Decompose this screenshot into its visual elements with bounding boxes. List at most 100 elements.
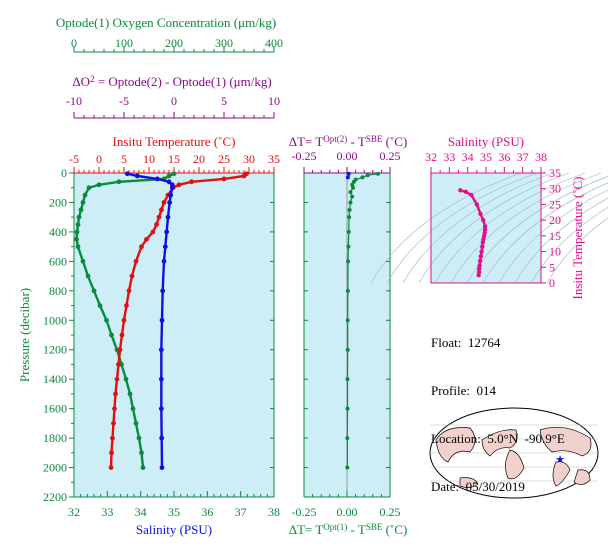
pressure-tick-label: 1000 — [43, 313, 67, 327]
temperature-axis-label: 20 — [193, 152, 205, 166]
optode2-delta-t-point — [350, 194, 355, 199]
oxygen-point — [109, 332, 114, 338]
optode2-delta-t-point — [345, 436, 350, 441]
oxygen-point — [140, 465, 146, 470]
oxygen-axis-label: 400 — [265, 36, 283, 50]
delta-t-bottom-title-part: ΔT= T — [289, 522, 324, 537]
optode1-delta-t-point — [346, 171, 351, 176]
oxygen-axis-label: 200 — [165, 36, 183, 50]
delta-t-bottom-title: ΔT= TOpt(1) - TSBE (˚C) — [289, 522, 408, 537]
ts-temp-tick-label: 20 — [549, 213, 561, 227]
temperature-point — [111, 420, 116, 426]
ts-salinity-title: Salinity (PSU) — [448, 134, 524, 149]
land-mass — [539, 427, 592, 457]
ts-temp-tick-label: 0 — [549, 276, 555, 290]
delta-t-bottom-axis-label: 0.25 — [380, 505, 401, 519]
optode2-delta-t-point — [348, 190, 353, 195]
oxygen-point — [96, 182, 102, 188]
optode2-delta-t-point — [365, 173, 370, 178]
ts-point — [477, 258, 483, 264]
optode2-delta-t-point — [351, 179, 356, 184]
oxygen-point — [86, 185, 92, 191]
temperature-point — [129, 273, 135, 279]
oxygen-axis-label: 300 — [215, 36, 233, 50]
salinity-point — [158, 347, 164, 353]
ts-salinity-axis-label: 33 — [443, 150, 455, 164]
pressure-axis-title: Pressure (decibar) — [17, 288, 32, 382]
salinity-point — [158, 406, 164, 412]
temperature-point — [159, 207, 164, 213]
salinity-point — [161, 258, 167, 264]
ts-temp-tick-label: 25 — [549, 197, 561, 211]
delta-t-top-title-part: Opt(2) — [323, 134, 347, 144]
optode2-delta-t-point — [347, 207, 352, 212]
world-map: ★ — [429, 407, 599, 499]
density-contour — [546, 217, 608, 284]
delta-o2-axis-title-part: 2 — [90, 74, 95, 84]
oxygen-point — [80, 258, 86, 264]
delta-o2-axis-label: 5 — [221, 94, 227, 108]
ts-salinity-axis-label: 35 — [480, 150, 492, 164]
pressure-tick-label: 1600 — [43, 402, 67, 416]
optode2-delta-t-point — [345, 288, 350, 293]
salinity-point — [159, 435, 165, 441]
ts-point — [463, 189, 469, 195]
oxygen-point — [97, 303, 103, 308]
temperature-axis-label: 0 — [96, 152, 102, 166]
oxygen-point — [116, 179, 122, 185]
oxygen-axis-label: 100 — [115, 36, 133, 50]
temperature-point — [119, 332, 125, 338]
delta-t-top-title-part: SBE — [366, 134, 383, 144]
density-contour — [498, 189, 608, 284]
delta-o2-axis-title-part: ΔO — [72, 74, 90, 89]
oxygen-point — [104, 317, 109, 323]
delta-t-top-title: ΔT= TOpt(2) - TSBE (˚C) — [289, 134, 408, 149]
oxygen-point — [123, 376, 129, 382]
date: Date: 05/30/2019 — [431, 479, 525, 494]
salinity-point — [154, 176, 160, 182]
oxygen-point — [74, 236, 79, 242]
ts-salinity-axis-label: 38 — [535, 150, 547, 164]
salinity-point — [168, 192, 174, 198]
delta-t-top-title-part: - T — [347, 134, 366, 149]
salinity-axis-title: Salinity (PSU) — [136, 522, 212, 537]
density-contour — [514, 197, 608, 284]
ts-point — [480, 244, 485, 250]
ts-point — [458, 188, 463, 193]
pressure-tick-label: 2000 — [43, 461, 67, 475]
temperature-axis-label: 35 — [268, 152, 280, 166]
temperature-point — [161, 200, 167, 205]
salinity-axis-label: 36 — [201, 505, 213, 519]
float-id: Float: 12764 — [431, 335, 501, 350]
temperature-point — [221, 176, 227, 182]
temperature-axis-label: 30 — [243, 152, 255, 166]
land-mass — [481, 429, 518, 457]
delta-t-bottom-axis-label: -0.25 — [292, 505, 317, 519]
pressure-tick-label: 1400 — [43, 372, 67, 386]
ts-temp-tick-label: 10 — [549, 245, 561, 259]
pressure-tick-label: 600 — [49, 254, 67, 268]
ts-temp-tick-label: 5 — [549, 260, 555, 274]
ts-point — [474, 202, 480, 207]
temperature-point — [176, 182, 182, 188]
pressure-tick-label: 0 — [61, 166, 67, 180]
oxygen-point — [85, 273, 91, 279]
temperature-axis-label: 25 — [218, 152, 230, 166]
salinity-point — [166, 179, 172, 185]
temperature-point — [124, 303, 129, 308]
main-profile-chart: 0200400600800100012001400160018002000220… — [17, 15, 283, 537]
salinity-axis-label: 37 — [235, 505, 247, 519]
temperature-point — [189, 179, 194, 185]
density-contour — [402, 172, 554, 284]
delta-t-bottom-axis-label: 0.00 — [337, 505, 358, 519]
ts-salinity-axis-label: 34 — [462, 150, 474, 164]
temperature-point — [113, 391, 118, 397]
oxygen-point — [82, 192, 88, 198]
temperature-axis-label: 5 — [121, 152, 127, 166]
salinity-axis-label: 35 — [168, 505, 180, 519]
salinity-point — [159, 317, 165, 323]
float-location-star: ★ — [555, 454, 565, 466]
salinity-point — [159, 465, 165, 470]
